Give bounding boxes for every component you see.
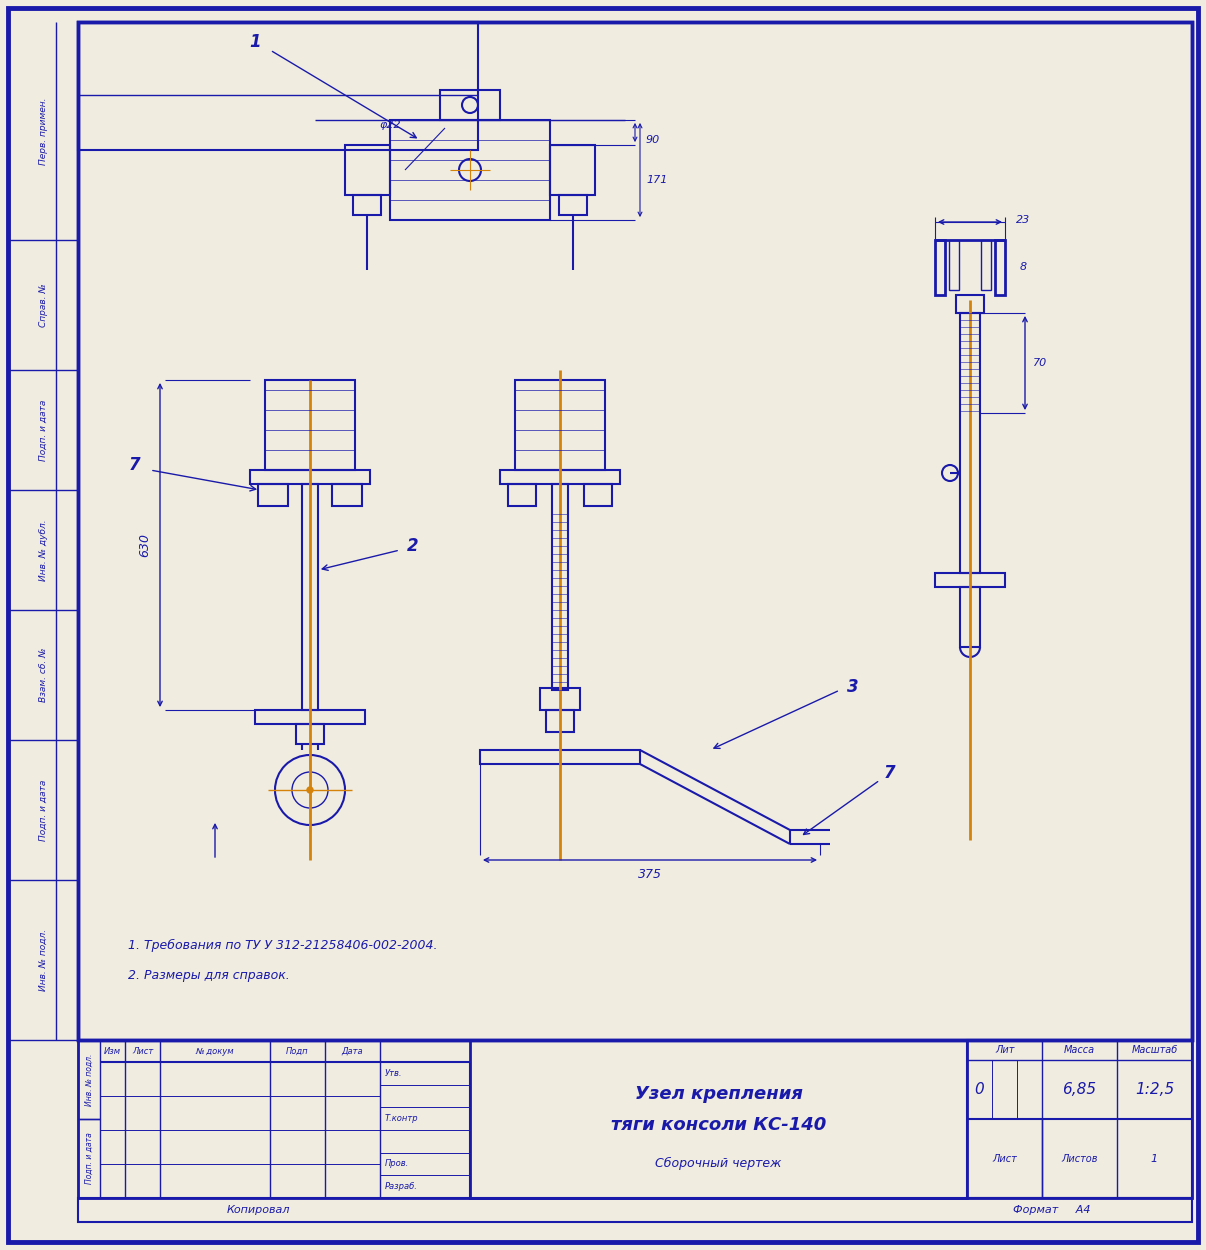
Text: Формат     А4: Формат А4 bbox=[1013, 1205, 1090, 1215]
Bar bbox=[980, 240, 991, 290]
Bar bbox=[78, 22, 1192, 1040]
Bar bbox=[332, 484, 362, 506]
Bar bbox=[550, 145, 595, 195]
Bar bbox=[250, 470, 370, 484]
Text: № докум: № докум bbox=[195, 1046, 234, 1055]
Text: 90: 90 bbox=[646, 135, 660, 145]
Text: 3: 3 bbox=[847, 678, 859, 696]
Text: Лист: Лист bbox=[993, 1154, 1017, 1164]
Bar bbox=[78, 22, 478, 150]
Bar bbox=[935, 240, 946, 295]
Circle shape bbox=[308, 788, 314, 792]
Bar bbox=[935, 572, 1005, 588]
Bar bbox=[960, 312, 980, 572]
Text: 1: 1 bbox=[1151, 1154, 1158, 1164]
Text: 375: 375 bbox=[638, 867, 662, 880]
Bar bbox=[78, 1119, 100, 1198]
Text: Инв. № подл.: Инв. № подл. bbox=[39, 929, 47, 991]
Text: Разраб.: Разраб. bbox=[385, 1182, 417, 1191]
Text: 8: 8 bbox=[1019, 262, 1026, 272]
Text: Пров.: Пров. bbox=[385, 1160, 409, 1169]
Text: Листов: Листов bbox=[1061, 1154, 1097, 1164]
Bar bbox=[295, 724, 324, 744]
Text: Лист: Лист bbox=[131, 1046, 153, 1055]
Text: 0: 0 bbox=[974, 1082, 984, 1098]
Bar bbox=[515, 380, 605, 470]
Bar bbox=[960, 588, 980, 648]
Bar bbox=[552, 484, 568, 690]
Text: 171: 171 bbox=[646, 175, 668, 185]
Text: Масса: Масса bbox=[1064, 1045, 1095, 1055]
Bar bbox=[78, 1198, 1192, 1222]
Text: Справ. №: Справ. № bbox=[39, 282, 47, 326]
Text: 7: 7 bbox=[129, 456, 141, 474]
Text: Узел крепления: Узел крепления bbox=[634, 1085, 802, 1102]
Bar bbox=[353, 195, 381, 215]
Bar bbox=[78, 22, 1192, 1040]
Text: Изм: Изм bbox=[104, 1046, 121, 1055]
Text: Перв. примен.: Перв. примен. bbox=[39, 98, 47, 165]
Bar bbox=[258, 484, 288, 506]
Text: Лит: Лит bbox=[995, 1045, 1014, 1055]
Text: Инв. № дубл.: Инв. № дубл. bbox=[39, 519, 47, 581]
Text: 630: 630 bbox=[139, 532, 152, 558]
Text: 6,85: 6,85 bbox=[1062, 1082, 1096, 1098]
Bar bbox=[560, 195, 587, 215]
Bar bbox=[302, 484, 318, 710]
Text: Копировал: Копировал bbox=[227, 1205, 289, 1215]
Text: 2: 2 bbox=[408, 538, 418, 555]
Text: Подп. и дата: Подп. и дата bbox=[84, 1132, 94, 1185]
Text: Подп: Подп bbox=[286, 1046, 309, 1055]
Text: 2. Размеры для справок.: 2. Размеры для справок. bbox=[128, 969, 289, 981]
Bar bbox=[956, 295, 984, 312]
Text: Сборочный чертеж: Сборочный чертеж bbox=[655, 1156, 781, 1170]
Bar bbox=[254, 710, 365, 724]
Bar bbox=[390, 120, 550, 220]
Text: Инв. № подл.: Инв. № подл. bbox=[84, 1054, 94, 1106]
Text: 1. Требования по ТУ У 312-21258406-002-2004.: 1. Требования по ТУ У 312-21258406-002-2… bbox=[128, 939, 438, 951]
Text: Подп. и дата: Подп. и дата bbox=[39, 399, 47, 461]
Text: Т.контр: Т.контр bbox=[385, 1114, 418, 1124]
Text: 1:2,5: 1:2,5 bbox=[1135, 1082, 1175, 1098]
Text: 7: 7 bbox=[884, 764, 896, 782]
Text: тяги консоли КС-140: тяги консоли КС-140 bbox=[611, 1116, 826, 1134]
Bar bbox=[78, 1040, 1192, 1198]
Bar bbox=[345, 145, 390, 195]
Text: Масштаб: Масштаб bbox=[1131, 1045, 1177, 1055]
Text: φ22: φ22 bbox=[379, 120, 400, 130]
Text: 1: 1 bbox=[250, 32, 260, 51]
Bar bbox=[949, 240, 959, 290]
Bar bbox=[995, 240, 1005, 295]
Text: 70: 70 bbox=[1032, 357, 1047, 367]
Bar bbox=[78, 1040, 100, 1119]
Text: 23: 23 bbox=[1015, 215, 1030, 225]
Bar bbox=[967, 1040, 1192, 1198]
Bar bbox=[480, 750, 640, 764]
Text: Подп. и дата: Подп. и дата bbox=[39, 779, 47, 841]
Text: Взам. сб. №: Взам. сб. № bbox=[39, 648, 47, 702]
Bar bbox=[584, 484, 611, 506]
Bar bbox=[508, 484, 535, 506]
Text: Утв.: Утв. bbox=[385, 1069, 403, 1078]
Bar bbox=[500, 470, 620, 484]
Bar bbox=[546, 710, 574, 732]
Text: Дата: Дата bbox=[341, 1046, 363, 1055]
Bar bbox=[540, 688, 580, 710]
Bar bbox=[440, 90, 500, 120]
Bar bbox=[470, 1040, 967, 1198]
Bar bbox=[265, 380, 355, 470]
